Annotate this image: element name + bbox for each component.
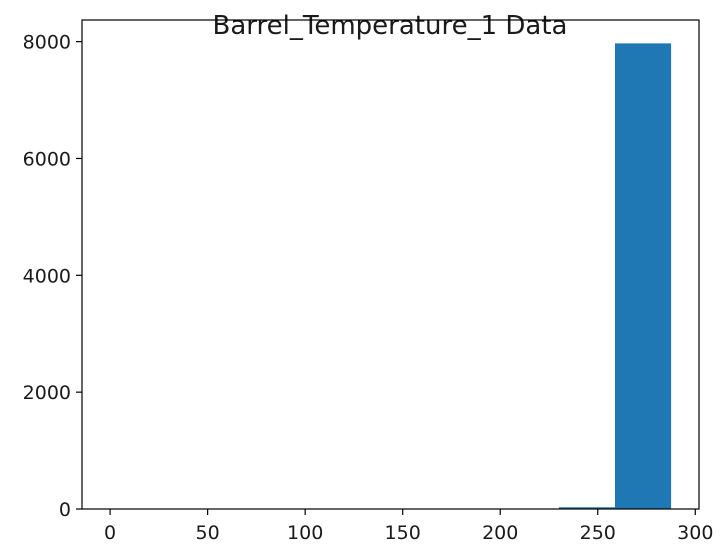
x-tick-label: 100 — [287, 522, 323, 544]
y-tick-label: 8000 — [23, 32, 71, 54]
plot-frame — [81, 19, 700, 510]
histogram-bar — [615, 43, 672, 510]
x-tick-label: 50 — [196, 522, 220, 544]
y-tick-label: 6000 — [23, 148, 71, 170]
y-tick-label: 0 — [59, 499, 71, 521]
y-tick-label: 4000 — [23, 265, 71, 287]
bars-group — [110, 43, 672, 510]
x-axis: 0 50 100 150 200 250 300 — [104, 509, 713, 544]
x-tick-label: 250 — [580, 522, 616, 544]
y-axis: 0 2000 4000 6000 8000 — [23, 32, 82, 521]
x-tick-label: 300 — [677, 522, 713, 544]
chart-title: Barrel_Temperature_1 Data — [213, 11, 568, 41]
x-tick-label: 0 — [104, 522, 116, 544]
x-tick-label: 150 — [385, 522, 421, 544]
x-tick-label: 200 — [482, 522, 518, 544]
histogram-bar — [558, 507, 616, 509]
y-tick-label: 2000 — [23, 382, 71, 404]
